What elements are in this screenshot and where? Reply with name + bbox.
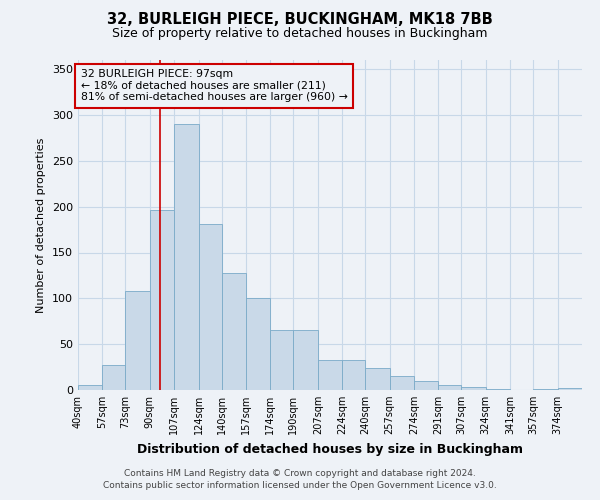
Bar (461, 387, 486, 390)
Text: Size of property relative to detached houses in Buckingham: Size of property relative to detached ho… (112, 28, 488, 40)
Bar (342, 360, 365, 390)
Text: 32, BURLEIGH PIECE, BUCKINGHAM, MK18 7BB: 32, BURLEIGH PIECE, BUCKINGHAM, MK18 7BB (107, 12, 493, 28)
Bar (78, 386, 103, 390)
Bar (414, 381, 439, 390)
Y-axis label: Number of detached properties: Number of detached properties (37, 138, 46, 312)
Bar (174, 124, 199, 390)
Bar (150, 210, 174, 390)
Text: Contains HM Land Registry data © Crown copyright and database right 2024.: Contains HM Land Registry data © Crown c… (124, 468, 476, 477)
Bar (125, 291, 150, 390)
Bar (557, 388, 582, 390)
Bar (103, 365, 125, 390)
Bar (389, 376, 414, 390)
Bar (439, 386, 461, 390)
Bar (365, 368, 389, 390)
Bar (293, 330, 318, 390)
Text: Contains public sector information licensed under the Open Government Licence v3: Contains public sector information licen… (103, 481, 497, 490)
Bar (533, 389, 557, 390)
X-axis label: Distribution of detached houses by size in Buckingham: Distribution of detached houses by size … (137, 442, 523, 456)
Bar (318, 360, 342, 390)
Bar (199, 224, 221, 390)
Bar (246, 298, 271, 390)
Bar (221, 272, 246, 390)
Bar (486, 389, 510, 390)
Bar (271, 330, 293, 390)
Text: 32 BURLEIGH PIECE: 97sqm
← 18% of detached houses are smaller (211)
81% of semi-: 32 BURLEIGH PIECE: 97sqm ← 18% of detach… (81, 69, 348, 102)
